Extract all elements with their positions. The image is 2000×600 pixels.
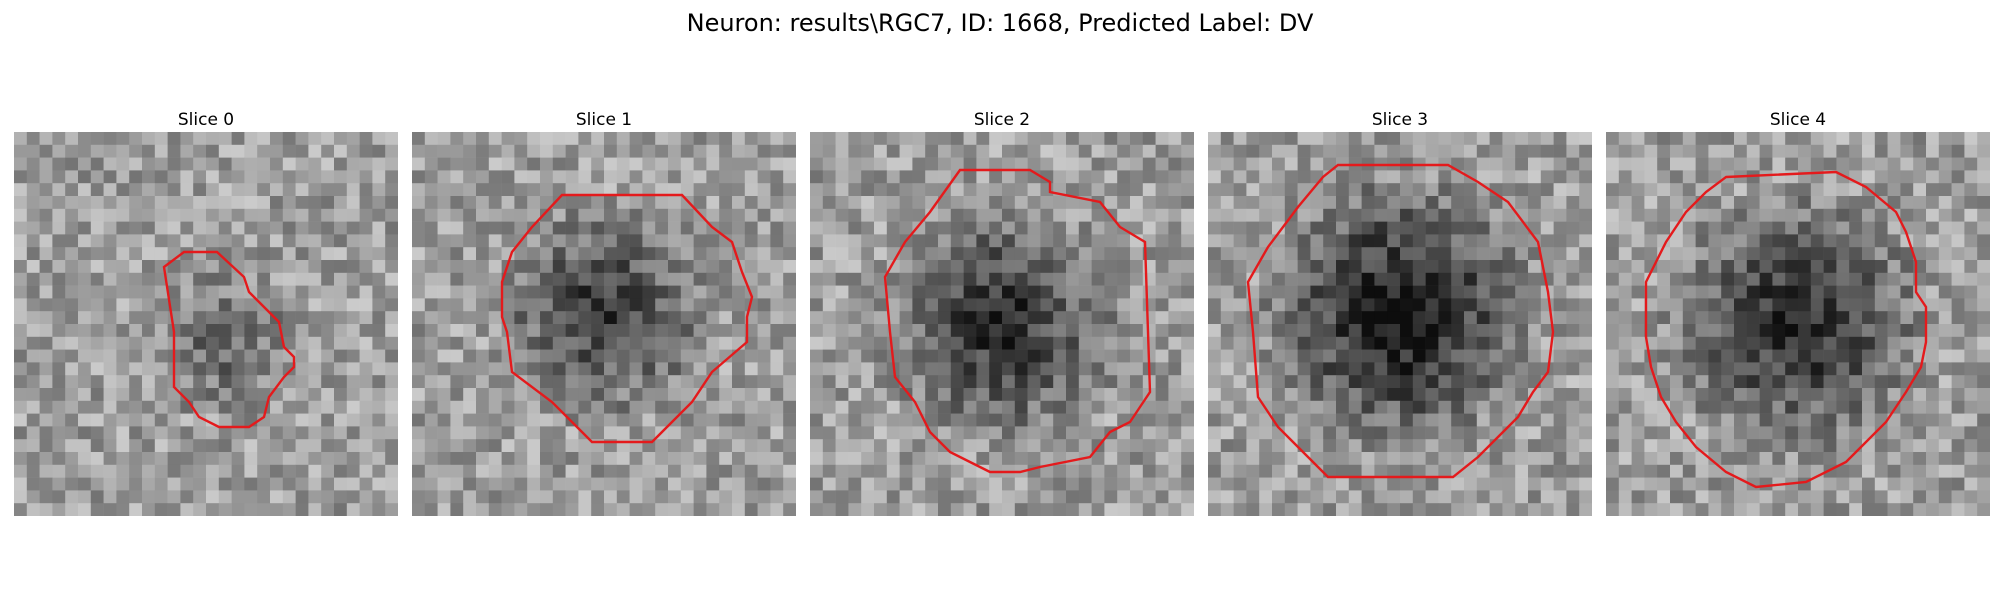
cell-outline bbox=[162, 250, 296, 429]
slice-image bbox=[1606, 132, 1990, 516]
slice-panel-3: Slice 3 bbox=[1208, 108, 1592, 516]
slice-panel-2: Slice 2 bbox=[810, 108, 1194, 516]
slice-title: Slice 3 bbox=[1371, 110, 1429, 130]
slice-image bbox=[412, 132, 796, 516]
cell-outline bbox=[500, 193, 754, 444]
slice-panel-4: Slice 4 bbox=[1606, 108, 1990, 516]
cell-outline bbox=[1246, 163, 1555, 479]
slice-image bbox=[1208, 132, 1592, 516]
cell-outline bbox=[1644, 170, 1928, 489]
slice-image bbox=[14, 132, 398, 516]
slice-panel-1: Slice 1 bbox=[412, 108, 796, 516]
slice-title: Slice 1 bbox=[575, 110, 633, 130]
slice-panel-0: Slice 0 bbox=[14, 108, 398, 516]
cell-outline bbox=[883, 168, 1152, 474]
slice-title: Slice 4 bbox=[1769, 110, 1827, 130]
slice-image bbox=[810, 132, 1194, 516]
figure-title: Neuron: results\RGC7, ID: 1668, Predicte… bbox=[686, 9, 1314, 37]
slice-title: Slice 2 bbox=[973, 110, 1031, 130]
slice-title: Slice 0 bbox=[177, 110, 235, 130]
